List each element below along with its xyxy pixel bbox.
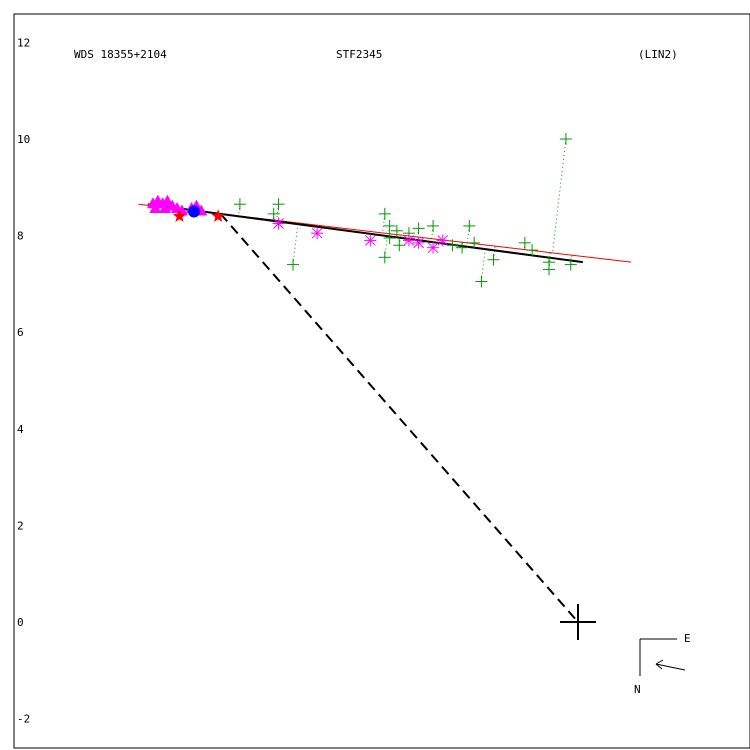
plus-marker [468, 236, 481, 249]
y-tick-label: 10 [17, 133, 30, 146]
fit-and-orbit-lines [138, 138, 632, 623]
residual-line [480, 244, 487, 282]
plus-marker [393, 239, 406, 252]
plus-marker [427, 219, 440, 232]
plus-marker [233, 198, 246, 211]
plot-frame [13, 13, 750, 749]
triangle-marker [159, 202, 172, 214]
circle-marker [188, 205, 201, 218]
asterisk-marker [436, 234, 449, 247]
plus-marker [267, 207, 280, 220]
plus-marker [378, 251, 391, 264]
east-label: E [684, 632, 691, 645]
star-marker [172, 209, 187, 222]
plus-marker [543, 256, 556, 269]
asterisk-stroke [413, 237, 424, 249]
motion-arrow-head-lower [655, 663, 663, 670]
residual-line [548, 252, 552, 270]
asterisk-stroke [273, 218, 284, 229]
y-tick-label: 12 [17, 36, 30, 49]
asterisk-marker [272, 217, 285, 230]
residual-line [417, 228, 420, 238]
motion-arrow-shaft [655, 663, 686, 671]
asterisk-stroke [364, 235, 376, 246]
asterisk-marker [364, 234, 377, 247]
asterisk-stroke [403, 235, 415, 246]
y-axis-ticks: 12 10 8 6 4 2 0 -2 [17, 36, 30, 725]
residual-line [552, 138, 567, 253]
plus-marker [383, 219, 396, 232]
y-tick-label: 4 [17, 423, 24, 436]
observation-markers [146, 133, 596, 640]
plus-marker [456, 241, 469, 254]
y-tick-label: 0 [17, 616, 24, 629]
header-right-label: (LIN2) [638, 48, 678, 61]
residual-line [466, 225, 470, 243]
asterisk-stroke [437, 235, 449, 246]
plus-marker [272, 198, 285, 211]
periastron-connector-line [219, 213, 579, 623]
plus-marker [378, 207, 391, 220]
plus-marker [487, 253, 500, 266]
north-label: N [634, 683, 641, 696]
plus-marker [463, 219, 476, 232]
residual-line [398, 234, 401, 246]
plus-marker [446, 239, 459, 252]
star-marker [211, 209, 225, 222]
asterisk-stroke [311, 227, 323, 239]
plus-marker [518, 236, 531, 249]
header-center-label: STF2345 [336, 48, 382, 61]
motion-arrow-head-upper [655, 659, 664, 665]
plus-marker [564, 258, 577, 271]
plus-marker [287, 258, 300, 271]
orbit-line [147, 203, 583, 264]
y-tick-label: 6 [17, 326, 24, 339]
orientation-indicator: E N [634, 632, 691, 696]
y-tick-label: 2 [17, 519, 24, 532]
triangle-marker [149, 202, 162, 214]
plus-marker [412, 222, 425, 235]
y-tick-label: -2 [17, 713, 30, 726]
plus-marker [559, 133, 572, 145]
y-tick-label: 8 [17, 230, 24, 243]
residual-line [276, 204, 280, 221]
asterisk-marker [427, 241, 440, 254]
asterisk-marker [311, 227, 324, 240]
header-left-label: WDS 18355+2104 [74, 48, 167, 61]
plus-marker [475, 275, 488, 288]
asterisk-marker [402, 234, 415, 247]
plus-marker [526, 244, 539, 257]
asterisk-marker [412, 236, 425, 249]
residual-line [292, 222, 299, 265]
asterisk-stroke [427, 242, 439, 254]
plus-marker [390, 224, 403, 237]
plus-marker [383, 232, 396, 245]
